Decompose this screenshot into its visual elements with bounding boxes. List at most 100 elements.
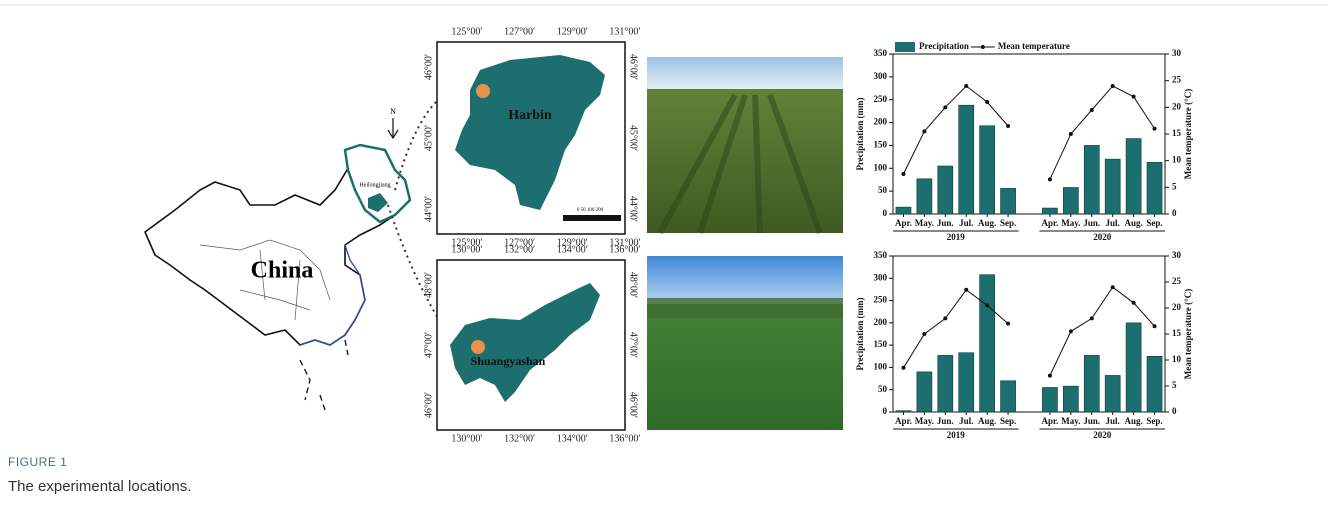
x-tick-label: Jul. — [959, 416, 973, 426]
y2-tick-label: 25 — [1172, 276, 1182, 286]
bar — [980, 126, 995, 214]
point — [985, 100, 989, 104]
coord-label: 45°00′ — [628, 125, 639, 151]
bar — [1126, 139, 1141, 214]
coord-label: 127°00′ — [504, 26, 535, 37]
group-label: 2020 — [1093, 430, 1112, 440]
x-tick-label: Sep. — [1000, 218, 1016, 228]
y2-tick-label: 20 — [1172, 101, 1182, 111]
north-arrow — [388, 118, 398, 138]
x-tick-label: Aug. — [978, 218, 996, 228]
bar — [896, 411, 911, 412]
province-label: Heilongjiang — [359, 182, 390, 188]
point — [1132, 301, 1136, 305]
coord-label: 44°00′ — [628, 196, 639, 222]
y-tick-label: 250 — [874, 94, 888, 104]
point — [964, 84, 968, 88]
site-marker — [471, 340, 485, 354]
harbin-map: Harbin 0 50 100 200 — [437, 42, 625, 234]
bar — [980, 275, 995, 412]
bar — [1084, 355, 1099, 412]
coord-label: 134°00′ — [557, 244, 588, 255]
x-tick-label: Jul. — [959, 218, 973, 228]
y-tick-label: 350 — [874, 250, 888, 260]
point — [1069, 132, 1073, 136]
bar — [1042, 387, 1057, 412]
y2-tick-label: 10 — [1172, 354, 1182, 364]
bar — [1126, 323, 1141, 412]
field-photo — [647, 57, 843, 430]
photo-2-sky — [647, 256, 843, 304]
y-tick-label: 200 — [874, 117, 888, 127]
y2-tick-label: 10 — [1172, 155, 1182, 165]
coord-label: 47°00′ — [628, 332, 639, 358]
y-axis-title: Precipitation (mm) — [855, 97, 865, 170]
point — [964, 288, 968, 292]
x-tick-label: Jun. — [937, 218, 954, 228]
north-label: N — [390, 107, 396, 116]
caption-label: FIGURE 1 — [8, 455, 67, 469]
plot-frame — [893, 256, 1165, 412]
y-tick-label: 100 — [874, 162, 888, 172]
point — [1048, 177, 1052, 181]
y-tick-label: 200 — [874, 317, 888, 327]
caption-text: The experimental locations. — [8, 478, 191, 495]
coord-label: 131°00′ — [609, 26, 640, 37]
point — [922, 129, 926, 133]
coord-label: 130°00′ — [451, 244, 482, 255]
shuangyashan-map: Shuangyashan — [437, 260, 625, 430]
x-tick-label: Apr. — [895, 218, 912, 228]
bar — [959, 105, 974, 214]
y-axis-title: Precipitation (mm) — [855, 297, 865, 370]
point — [1111, 84, 1115, 88]
x-tick-label: Aug. — [1124, 218, 1142, 228]
coord-label: 48°00′ — [423, 272, 434, 298]
y2-tick-label: 5 — [1172, 380, 1177, 390]
point — [1090, 108, 1094, 112]
bar — [1063, 386, 1078, 412]
legend-label: Mean temperature — [998, 41, 1070, 51]
y2-tick-label: 25 — [1172, 75, 1182, 85]
bar — [938, 355, 953, 412]
coord-label: 48°00′ — [628, 272, 639, 298]
y-tick-label: 0 — [883, 406, 888, 416]
bar — [1001, 188, 1016, 214]
bar — [959, 353, 974, 412]
group-label: 2020 — [1093, 232, 1112, 242]
y2-tick-label: 30 — [1172, 250, 1182, 260]
scale-label: 0 50 100 200 — [577, 208, 604, 213]
y-tick-label: 0 — [883, 208, 888, 218]
point — [1153, 324, 1157, 328]
coord-label: 132°00′ — [504, 244, 535, 255]
coord-label: 46°00′ — [628, 54, 639, 80]
point — [1111, 285, 1115, 289]
coord-label: 136°00′ — [609, 433, 640, 444]
coord-label: 134°00′ — [557, 433, 588, 444]
legend-swatch — [895, 42, 915, 52]
bar — [1105, 375, 1120, 412]
y-tick-label: 100 — [874, 361, 888, 371]
coord-label: 46°00′ — [628, 392, 639, 418]
coord-label: 132°00′ — [504, 433, 535, 444]
coord-label: 47°00′ — [423, 332, 434, 358]
y2-tick-label: 0 — [1172, 406, 1177, 416]
point — [943, 105, 947, 109]
plot-frame — [893, 54, 1165, 214]
x-tick-label: Jul. — [1106, 416, 1120, 426]
y2-tick-label: 15 — [1172, 128, 1182, 138]
coord-label: 46°00′ — [423, 54, 434, 80]
coord-label: 46°00′ — [423, 392, 434, 418]
coord-label: 136°00′ — [609, 244, 640, 255]
sea-border — [300, 340, 348, 410]
x-tick-label: Sep. — [1146, 218, 1162, 228]
group-label: 2019 — [947, 232, 966, 242]
y2-tick-label: 15 — [1172, 328, 1182, 338]
point — [943, 316, 947, 320]
city-label: Shuangyashan — [471, 354, 546, 368]
point — [901, 366, 905, 370]
coord-label: 130°00′ — [451, 433, 482, 444]
y-tick-label: 150 — [874, 339, 888, 349]
point — [1006, 124, 1010, 128]
point — [1069, 329, 1073, 333]
y2-tick-label: 20 — [1172, 302, 1182, 312]
